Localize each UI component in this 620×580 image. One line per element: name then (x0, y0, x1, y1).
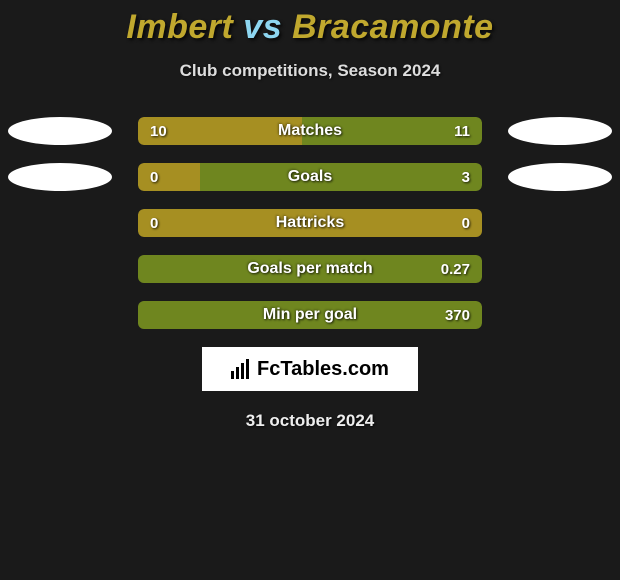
title-player1: Imbert (126, 8, 233, 46)
stat-bar: 03Goals (138, 163, 482, 191)
stat-row: 1011Matches (0, 117, 620, 145)
left-ellipse (8, 163, 112, 191)
fctables-logo: FcTables.com (202, 347, 418, 391)
stat-bar: 370Min per goal (138, 301, 482, 329)
bar-right-fill (302, 117, 482, 145)
page-title: Imbert vs Bracamonte (0, 8, 620, 47)
bar-left-fill (138, 209, 482, 237)
bar-chart-icon (231, 359, 249, 379)
stat-row: 370Min per goal (0, 301, 620, 329)
right-ellipse (508, 163, 612, 191)
bar-left-fill (138, 163, 200, 191)
comparison-infographic: Imbert vs Bracamonte Club competitions, … (0, 0, 620, 431)
bar-right-fill (138, 255, 482, 283)
stat-row: 03Goals (0, 163, 620, 191)
logo-content: FcTables.com (231, 358, 389, 381)
bar-left-fill (138, 117, 302, 145)
bar-right-fill (138, 301, 482, 329)
title-player2: Bracamonte (292, 8, 494, 46)
right-ellipse (508, 117, 612, 145)
subtitle: Club competitions, Season 2024 (0, 61, 620, 81)
stat-bar: 00Hattricks (138, 209, 482, 237)
stat-row: 0.27Goals per match (0, 255, 620, 283)
title-vs: vs (243, 8, 282, 46)
stat-bar: 0.27Goals per match (138, 255, 482, 283)
stat-row: 00Hattricks (0, 209, 620, 237)
stat-bar: 1011Matches (138, 117, 482, 145)
logo-text: FcTables.com (257, 358, 389, 381)
date-line: 31 october 2024 (0, 411, 620, 431)
stat-rows: 1011Matches 03Goals 00Hattricks 0.27Goals p… (0, 117, 620, 329)
left-ellipse (8, 117, 112, 145)
bar-right-fill (200, 163, 482, 191)
